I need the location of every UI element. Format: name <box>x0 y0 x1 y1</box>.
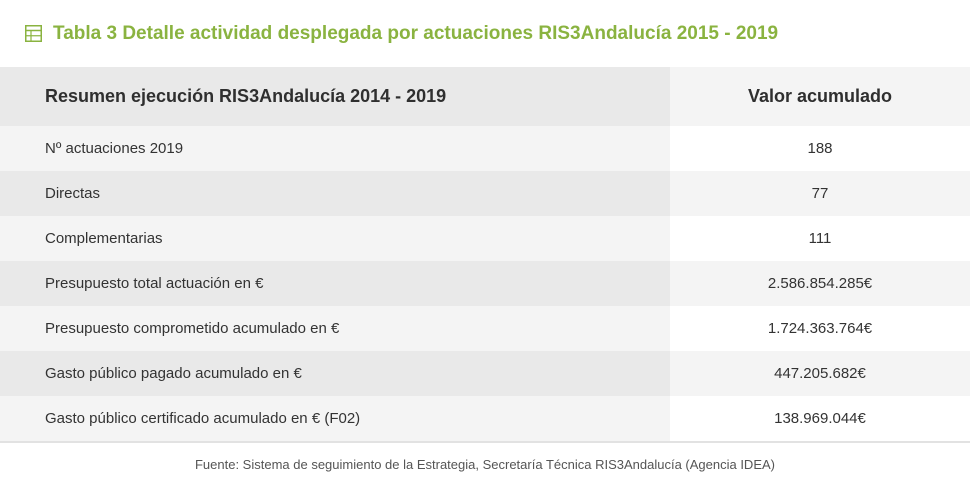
column-header-value: Valor acumulado <box>670 67 970 126</box>
table-row: Gasto público certificado acumulado en €… <box>0 396 970 441</box>
row-label: Nº actuaciones 2019 <box>0 126 670 171</box>
table-row: Presupuesto total actuación en € 2.586.8… <box>0 261 970 306</box>
row-label: Presupuesto total actuación en € <box>0 261 670 306</box>
row-value: 111 <box>670 216 970 261</box>
table-row: Presupuesto comprometido acumulado en € … <box>0 306 970 351</box>
table-bottom-divider <box>0 441 970 443</box>
row-value: 2.586.854.285€ <box>670 261 970 306</box>
row-value: 138.969.044€ <box>670 396 970 441</box>
row-label: Complementarias <box>0 216 670 261</box>
row-label: Directas <box>0 171 670 216</box>
table-row: Complementarias 111 <box>0 216 970 261</box>
row-label: Gasto público pagado acumulado en € <box>0 351 670 396</box>
row-value: 77 <box>670 171 970 216</box>
row-value: 447.205.682€ <box>670 351 970 396</box>
table-row: Gasto público pagado acumulado en € 447.… <box>0 351 970 396</box>
row-value: 1.724.363.764€ <box>670 306 970 351</box>
table-caption: Tabla 3 Detalle actividad desplegada por… <box>0 0 970 67</box>
row-value: 188 <box>670 126 970 171</box>
row-label: Gasto público certificado acumulado en €… <box>0 396 670 441</box>
table-header-row: Resumen ejecución RIS3Andalucía 2014 - 2… <box>0 67 970 126</box>
table-icon <box>25 25 42 42</box>
column-header-summary: Resumen ejecución RIS3Andalucía 2014 - 2… <box>0 67 670 126</box>
table-row: Directas 77 <box>0 171 970 216</box>
data-table: Resumen ejecución RIS3Andalucía 2014 - 2… <box>0 67 970 441</box>
source-note: Fuente: Sistema de seguimiento de la Est… <box>194 457 775 472</box>
row-label: Presupuesto comprometido acumulado en € <box>0 306 670 351</box>
table-title: Tabla 3 Detalle actividad desplegada por… <box>53 22 779 44</box>
table-row: Nº actuaciones 2019 188 <box>0 126 970 171</box>
